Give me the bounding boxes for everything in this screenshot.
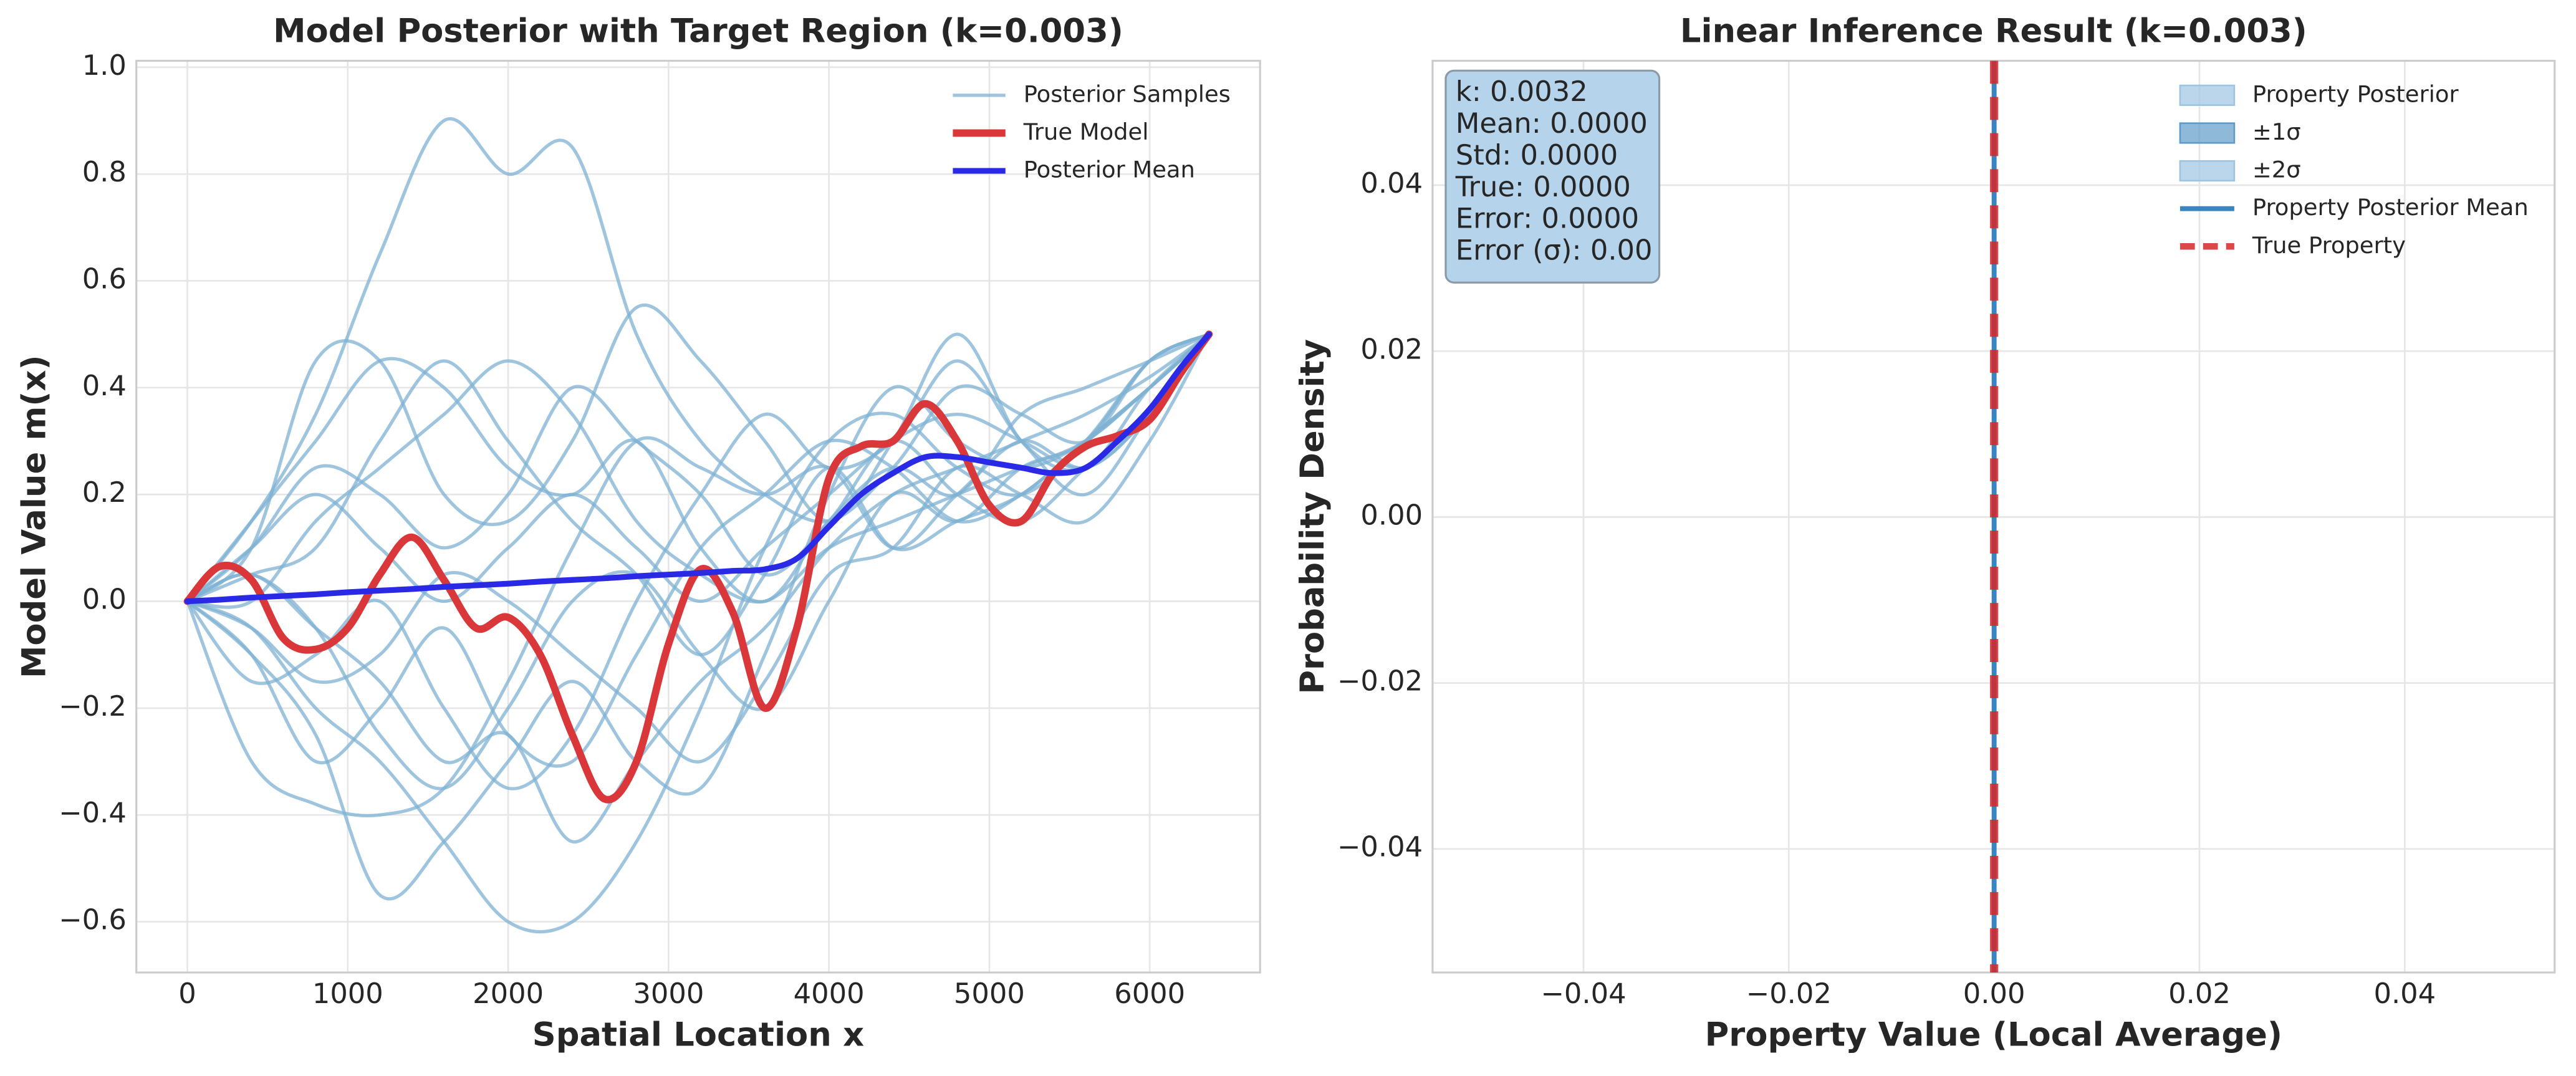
legend-label: Property Posterior: [2252, 80, 2459, 107]
legend-label: ±2σ: [2252, 156, 2301, 183]
y-tick-label: 0.8: [82, 155, 127, 188]
x-tick-label: 0: [178, 977, 196, 1010]
x-tick-label: 1000: [312, 977, 383, 1010]
series-line: [185, 332, 1211, 764]
legend-label: ±1σ: [2252, 118, 2301, 145]
legend-label: True Property: [2252, 232, 2406, 259]
y-tick-label: 0.6: [82, 262, 127, 295]
x-tick-label: 0.02: [2168, 977, 2231, 1010]
x-tick-label: 0.04: [2373, 977, 2436, 1010]
y-tick-label: 0.4: [82, 369, 127, 402]
x-tick-label: 4000: [794, 977, 865, 1010]
y-tick-label: 0.00: [1360, 498, 1423, 531]
x-tick-label: 5000: [954, 977, 1025, 1010]
y-tick-label: 0.2: [82, 476, 127, 509]
y-tick-label: 0.02: [1360, 332, 1423, 365]
x-tick-label: −0.04: [1540, 977, 1626, 1010]
y-axis-label: Probability Density: [1294, 339, 1332, 694]
legend-swatch: [2179, 122, 2236, 144]
y-tick-label: −0.04: [1337, 830, 1423, 863]
legend-label: True Model: [1023, 118, 1149, 145]
series-line: [184, 331, 1212, 605]
y-tick-label: −0.6: [59, 903, 127, 936]
legend-label: Posterior Mean: [1024, 156, 1195, 183]
stats-text: Std: 0.0000: [1456, 138, 1618, 171]
series-line: [185, 332, 1211, 843]
stats-text: k: 0.0032: [1456, 75, 1588, 108]
axes-frame: [135, 59, 1261, 974]
legend-label: Posterior Samples: [1024, 80, 1231, 107]
y-tick-label: 0.0: [82, 583, 127, 616]
stats-text: True: 0.0000: [1455, 170, 1631, 203]
series-line: [185, 332, 1211, 603]
subplot: −0.04 −0.02 0.00 0.02 0.04 −0.04 −0.02 0.00 0.02…: [1294, 12, 2556, 1054]
series-line: [185, 332, 1211, 603]
series-line: [185, 332, 1211, 934]
legend-swatch: [2179, 160, 2236, 182]
chart-title: Model Posterior with Target Region (k=0.…: [273, 12, 1123, 50]
x-tick-label: 6000: [1114, 977, 1185, 1010]
series-line: [183, 330, 1213, 804]
x-tick-label: 3000: [633, 977, 704, 1010]
legend-swatch: [2179, 84, 2236, 106]
series-line: [185, 332, 1211, 603]
x-axis-label: Spatial Location x: [532, 1016, 864, 1054]
x-axis-label: Property Value (Local Average): [1705, 1016, 2282, 1054]
y-tick-label: 0.04: [1360, 166, 1423, 199]
stats-box: [1444, 69, 1661, 284]
x-tick-label: 0.00: [1963, 977, 2026, 1010]
stats-text: Mean: 0.0000: [1456, 107, 1648, 140]
series-line: [185, 332, 1211, 768]
stats-text: Error: 0.0000: [1456, 202, 1639, 235]
y-tick-label: −0.2: [59, 689, 127, 723]
y-tick-label: 1.0: [82, 49, 127, 82]
subplot: 0 1000 2000 3000 4000 5000 6000 −0.6 −0.4 −0.2 0.0…: [16, 12, 1261, 1054]
x-tick-label: 2000: [473, 977, 544, 1010]
y-tick-label: −0.02: [1337, 665, 1423, 698]
y-axis-label: Model Value m(x): [16, 355, 54, 678]
plot-area: [183, 117, 1213, 934]
legend-label: Property Posterior Mean: [2252, 194, 2529, 221]
x-tick-label: −0.02: [1746, 977, 1832, 1010]
y-tick-label: −0.4: [59, 796, 127, 829]
stats-text: Error (σ): 0.00: [1456, 233, 1653, 266]
chart-title: Linear Inference Result (k=0.003): [1680, 12, 2307, 50]
series-line: [185, 332, 1211, 818]
